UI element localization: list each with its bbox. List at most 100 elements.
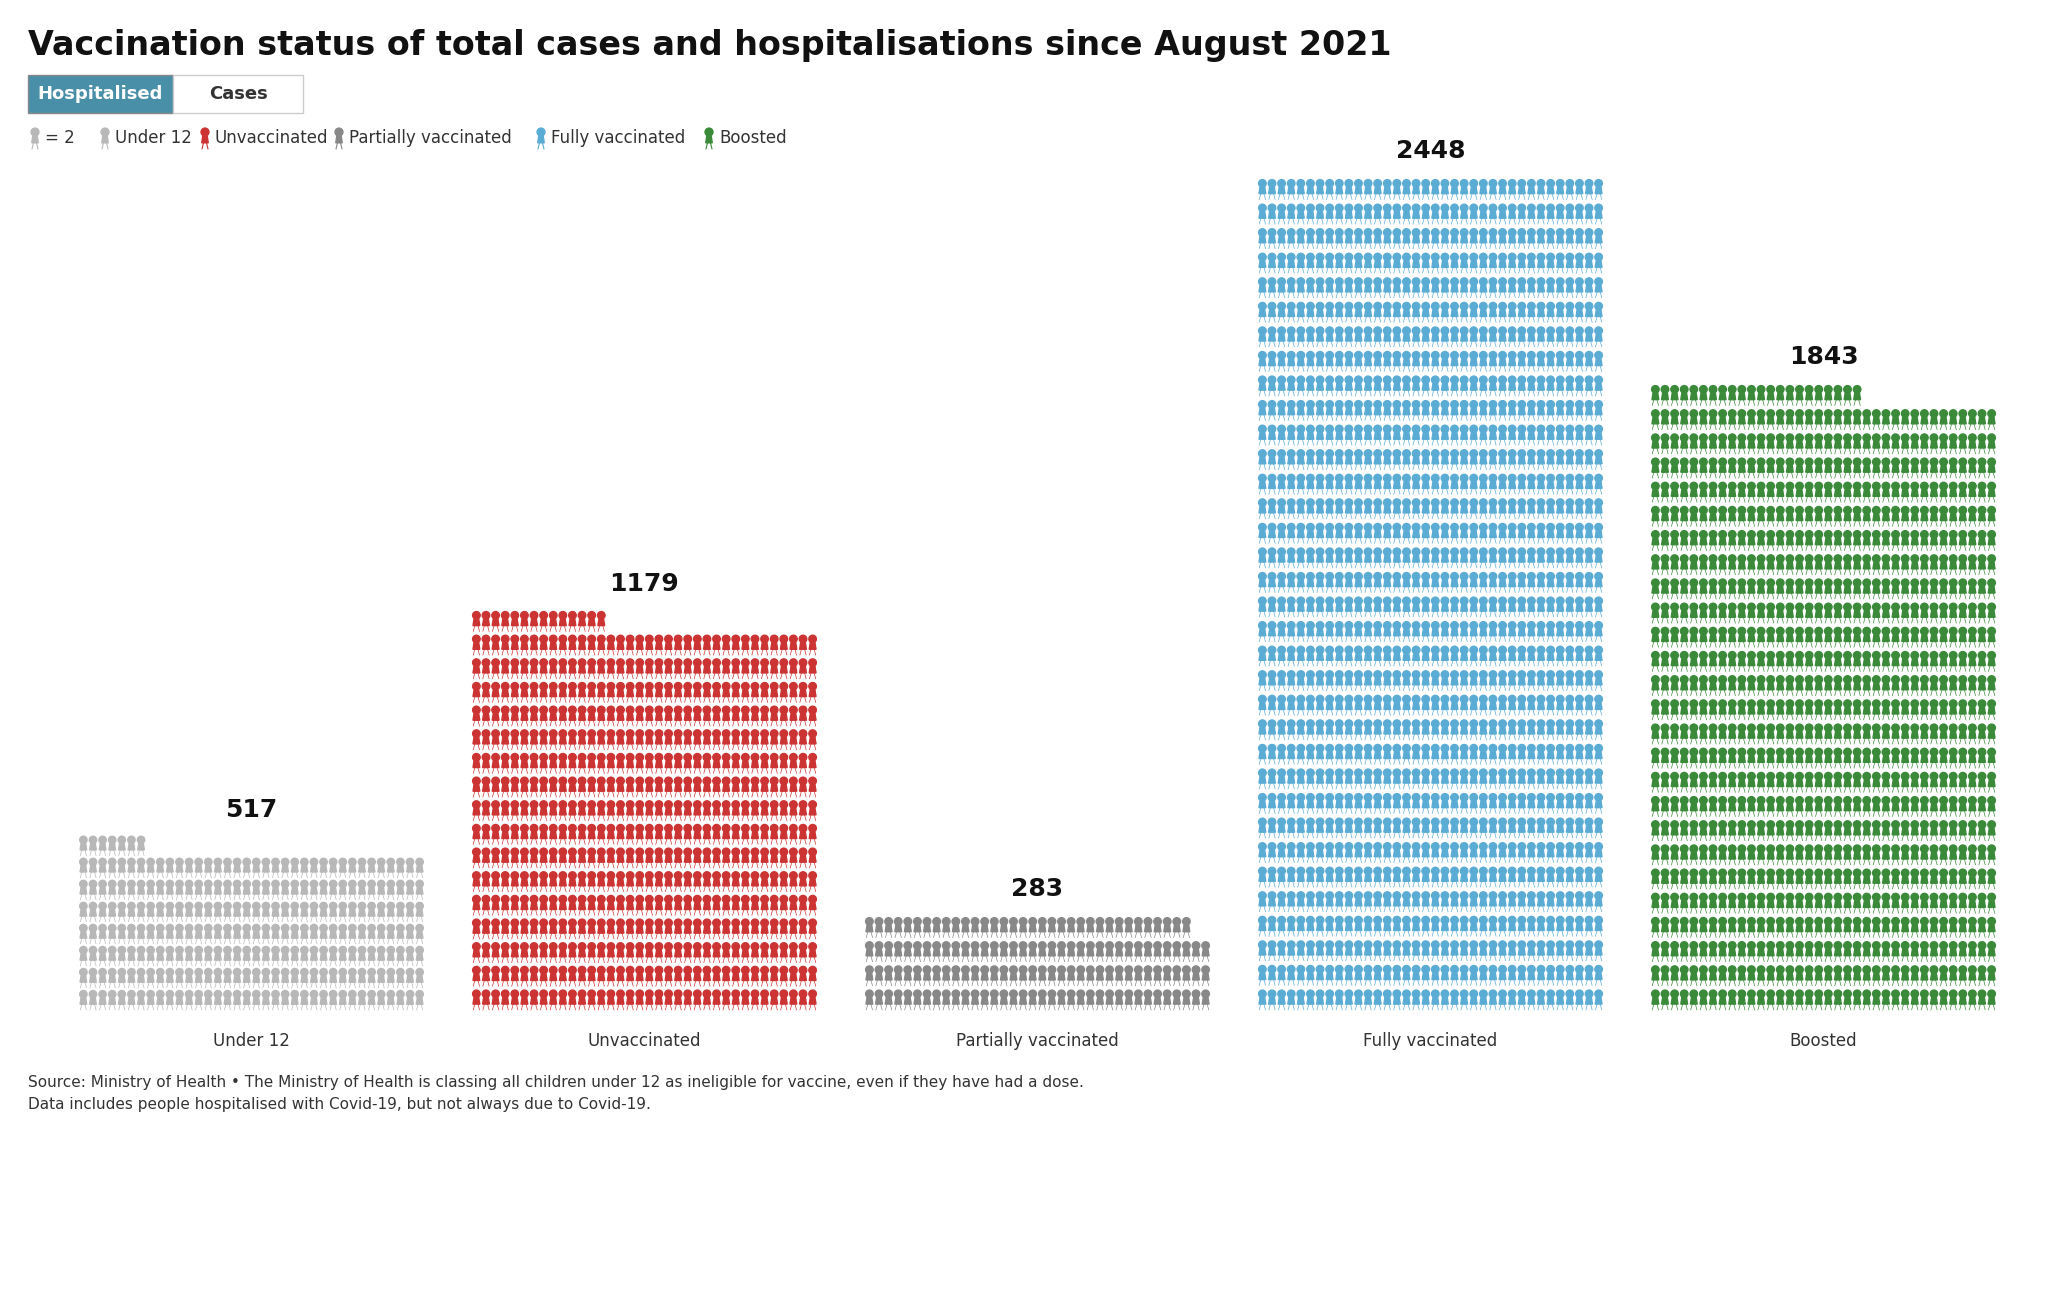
Circle shape [1383, 990, 1391, 998]
Polygon shape [1892, 635, 1898, 642]
Polygon shape [1826, 466, 1832, 472]
Circle shape [263, 968, 269, 976]
Polygon shape [1855, 393, 1861, 400]
Polygon shape [1490, 408, 1497, 414]
Polygon shape [358, 998, 364, 1004]
Circle shape [1432, 475, 1439, 481]
Polygon shape [1451, 311, 1457, 317]
Polygon shape [1335, 801, 1343, 807]
Circle shape [1538, 916, 1544, 924]
Circle shape [1259, 646, 1267, 653]
Polygon shape [1969, 950, 1977, 956]
Polygon shape [685, 761, 691, 767]
Polygon shape [1596, 481, 1602, 488]
Circle shape [1776, 700, 1784, 708]
Circle shape [1987, 483, 1995, 490]
Polygon shape [1327, 678, 1333, 685]
Circle shape [147, 880, 155, 888]
Circle shape [683, 919, 691, 927]
Polygon shape [1728, 418, 1735, 424]
Circle shape [482, 753, 491, 761]
Circle shape [981, 917, 989, 925]
Polygon shape [1364, 998, 1372, 1004]
Polygon shape [1567, 604, 1573, 611]
Circle shape [1422, 401, 1430, 408]
Circle shape [1277, 695, 1285, 703]
Circle shape [1575, 204, 1584, 212]
Polygon shape [1490, 580, 1497, 586]
Circle shape [1153, 990, 1161, 998]
Polygon shape [1768, 586, 1774, 593]
Circle shape [1403, 769, 1410, 776]
Polygon shape [263, 866, 269, 872]
Polygon shape [1969, 780, 1977, 787]
Polygon shape [1174, 998, 1180, 1004]
Polygon shape [635, 784, 644, 791]
Circle shape [1269, 450, 1275, 457]
Circle shape [1689, 870, 1697, 877]
Circle shape [1451, 744, 1457, 752]
Circle shape [1269, 719, 1275, 727]
Polygon shape [1699, 683, 1708, 690]
Polygon shape [559, 690, 567, 696]
Polygon shape [1374, 949, 1381, 955]
Polygon shape [1768, 925, 1774, 932]
Circle shape [79, 990, 87, 998]
Polygon shape [350, 954, 356, 960]
Circle shape [1383, 793, 1391, 801]
Polygon shape [1960, 635, 1966, 642]
Circle shape [1929, 700, 1938, 708]
Circle shape [1586, 719, 1592, 727]
Polygon shape [1776, 828, 1784, 835]
Polygon shape [1259, 188, 1265, 194]
Polygon shape [1374, 850, 1381, 857]
Polygon shape [1298, 875, 1304, 881]
Polygon shape [1805, 973, 1813, 980]
Polygon shape [770, 880, 778, 886]
Polygon shape [770, 998, 778, 1004]
Circle shape [1863, 748, 1871, 756]
Polygon shape [1902, 466, 1909, 472]
Polygon shape [379, 998, 385, 1004]
Circle shape [1403, 204, 1410, 212]
Polygon shape [693, 809, 702, 815]
Circle shape [1805, 675, 1813, 683]
Polygon shape [1863, 998, 1869, 1004]
Polygon shape [321, 888, 327, 894]
Circle shape [1047, 990, 1056, 998]
Polygon shape [215, 888, 221, 894]
Polygon shape [1987, 853, 1995, 859]
Polygon shape [1393, 531, 1399, 537]
Circle shape [1374, 327, 1381, 335]
Circle shape [1269, 377, 1275, 383]
Polygon shape [1470, 998, 1478, 1004]
Polygon shape [1432, 286, 1439, 292]
Circle shape [1557, 916, 1565, 924]
Polygon shape [1519, 261, 1526, 268]
Circle shape [1728, 845, 1737, 853]
Circle shape [1594, 204, 1602, 212]
Circle shape [1892, 433, 1900, 441]
Circle shape [1269, 303, 1275, 311]
Polygon shape [1940, 563, 1948, 569]
Polygon shape [81, 998, 87, 1004]
Circle shape [722, 824, 731, 832]
Polygon shape [1892, 731, 1898, 738]
Circle shape [905, 965, 911, 973]
Circle shape [377, 990, 385, 998]
Polygon shape [693, 690, 702, 696]
Circle shape [1987, 555, 1995, 563]
Polygon shape [1490, 457, 1497, 463]
Circle shape [1557, 303, 1565, 311]
Circle shape [578, 612, 586, 619]
Circle shape [1509, 475, 1515, 481]
Polygon shape [1277, 261, 1285, 268]
Polygon shape [1710, 925, 1716, 932]
Polygon shape [1317, 481, 1323, 488]
Circle shape [1689, 531, 1697, 538]
Circle shape [1575, 426, 1584, 432]
Circle shape [1480, 254, 1486, 261]
Polygon shape [1155, 998, 1161, 1004]
Circle shape [1546, 426, 1555, 432]
Polygon shape [1097, 998, 1103, 1004]
